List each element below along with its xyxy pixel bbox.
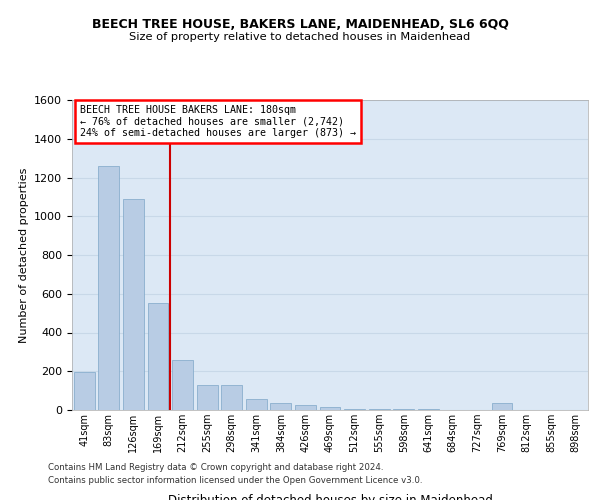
Text: BEECH TREE HOUSE BAKERS LANE: 180sqm
← 76% of detached houses are smaller (2,742: BEECH TREE HOUSE BAKERS LANE: 180sqm ← 7… <box>80 104 356 138</box>
Bar <box>123 199 144 410</box>
Bar <box>344 408 365 410</box>
Bar <box>320 407 340 410</box>
Bar <box>271 403 292 410</box>
Bar <box>74 372 95 410</box>
Bar <box>221 385 242 410</box>
X-axis label: Distribution of detached houses by size in Maidenhead: Distribution of detached houses by size … <box>167 494 493 500</box>
Bar <box>148 304 169 410</box>
Bar <box>418 409 439 410</box>
Text: Contains HM Land Registry data © Crown copyright and database right 2024.: Contains HM Land Registry data © Crown c… <box>48 464 383 472</box>
Bar <box>98 166 119 410</box>
Bar <box>393 409 414 410</box>
Text: BEECH TREE HOUSE, BAKERS LANE, MAIDENHEAD, SL6 6QQ: BEECH TREE HOUSE, BAKERS LANE, MAIDENHEA… <box>92 18 508 30</box>
Bar <box>295 405 316 410</box>
Text: Contains public sector information licensed under the Open Government Licence v3: Contains public sector information licen… <box>48 476 422 485</box>
Bar <box>246 400 267 410</box>
Y-axis label: Number of detached properties: Number of detached properties <box>19 168 29 342</box>
Bar <box>491 403 512 410</box>
Text: Size of property relative to detached houses in Maidenhead: Size of property relative to detached ho… <box>130 32 470 42</box>
Bar <box>197 385 218 410</box>
Bar <box>172 360 193 410</box>
Bar <box>368 409 389 410</box>
